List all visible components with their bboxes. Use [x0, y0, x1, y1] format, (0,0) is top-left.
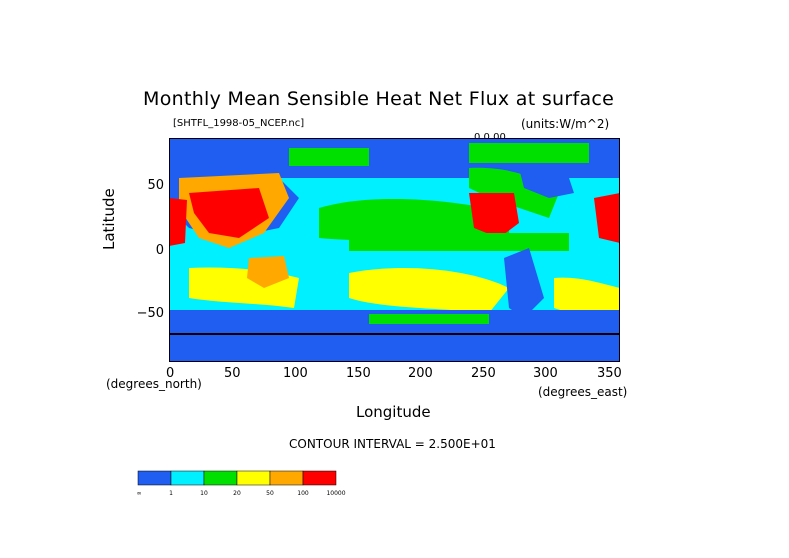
- file-name-label: [SHTFL_1998-05_NCEP.nc]: [173, 118, 305, 129]
- colorbar-label: 10: [200, 490, 208, 497]
- x-tick-label: 50: [224, 366, 241, 381]
- colorbar: -∞ 1 10 20 50 100 10000: [137, 470, 346, 497]
- chart-title: Monthly Mean Sensible Heat Net Flux at s…: [143, 88, 615, 110]
- eurasia-red: [189, 188, 269, 238]
- arctic-green-patch: [469, 143, 589, 163]
- greenland-blue: [519, 163, 574, 198]
- contour-info-label: 0 0.00: [474, 132, 506, 143]
- flux-map: [169, 138, 620, 362]
- colorbar-swatch: [236, 470, 271, 486]
- units-label: (units:W/m^2): [521, 117, 610, 131]
- africa-red-east: [594, 193, 620, 243]
- colorbar-label: -∞: [137, 490, 142, 497]
- x-axis-label: Longitude: [356, 403, 431, 421]
- y-tick-label: 50: [147, 178, 164, 193]
- colorbar-swatch: [269, 470, 304, 486]
- y-axis-label: Latitude: [100, 188, 118, 250]
- x-tick-label: 0: [166, 366, 175, 381]
- south-pacific-yellow: [349, 268, 509, 313]
- lat-unit-label: (degrees_north): [106, 377, 202, 391]
- contour-interval-label: CONTOUR INTERVAL = 2.500E+01: [289, 437, 496, 451]
- colorbar-label: 100: [297, 490, 309, 497]
- y-tick-label: −50: [136, 306, 164, 321]
- x-tick-label: 200: [408, 366, 433, 381]
- colorbar-label: 50: [266, 490, 274, 497]
- colorbar-swatch: [170, 470, 205, 486]
- colorbar-label: 1: [169, 490, 173, 497]
- colorbar-label: 20: [233, 490, 241, 497]
- australia-orange: [247, 256, 289, 288]
- south-america-blue: [504, 248, 544, 318]
- arctic-green-patch: [289, 148, 369, 166]
- tropical-green: [349, 233, 569, 251]
- x-tick-label: 250: [471, 366, 496, 381]
- x-tick-label: 100: [283, 366, 308, 381]
- map-frame: [169, 138, 620, 362]
- colorbar-swatch: [302, 470, 337, 486]
- africa-red-west: [169, 198, 187, 246]
- lon-unit-label: (degrees_east): [538, 385, 628, 399]
- antarctica: [169, 334, 620, 362]
- north-america-red: [469, 193, 519, 238]
- x-tick-label: 150: [346, 366, 371, 381]
- colorbar-swatch: [203, 470, 238, 486]
- y-tick-label: 0: [155, 243, 164, 258]
- colorbar-swatch: [137, 470, 172, 486]
- x-tick-label: 300: [533, 366, 558, 381]
- x-tick-label: 350: [597, 366, 622, 381]
- colorbar-label: 10000: [326, 490, 345, 497]
- southern-ocean-green: [369, 314, 489, 324]
